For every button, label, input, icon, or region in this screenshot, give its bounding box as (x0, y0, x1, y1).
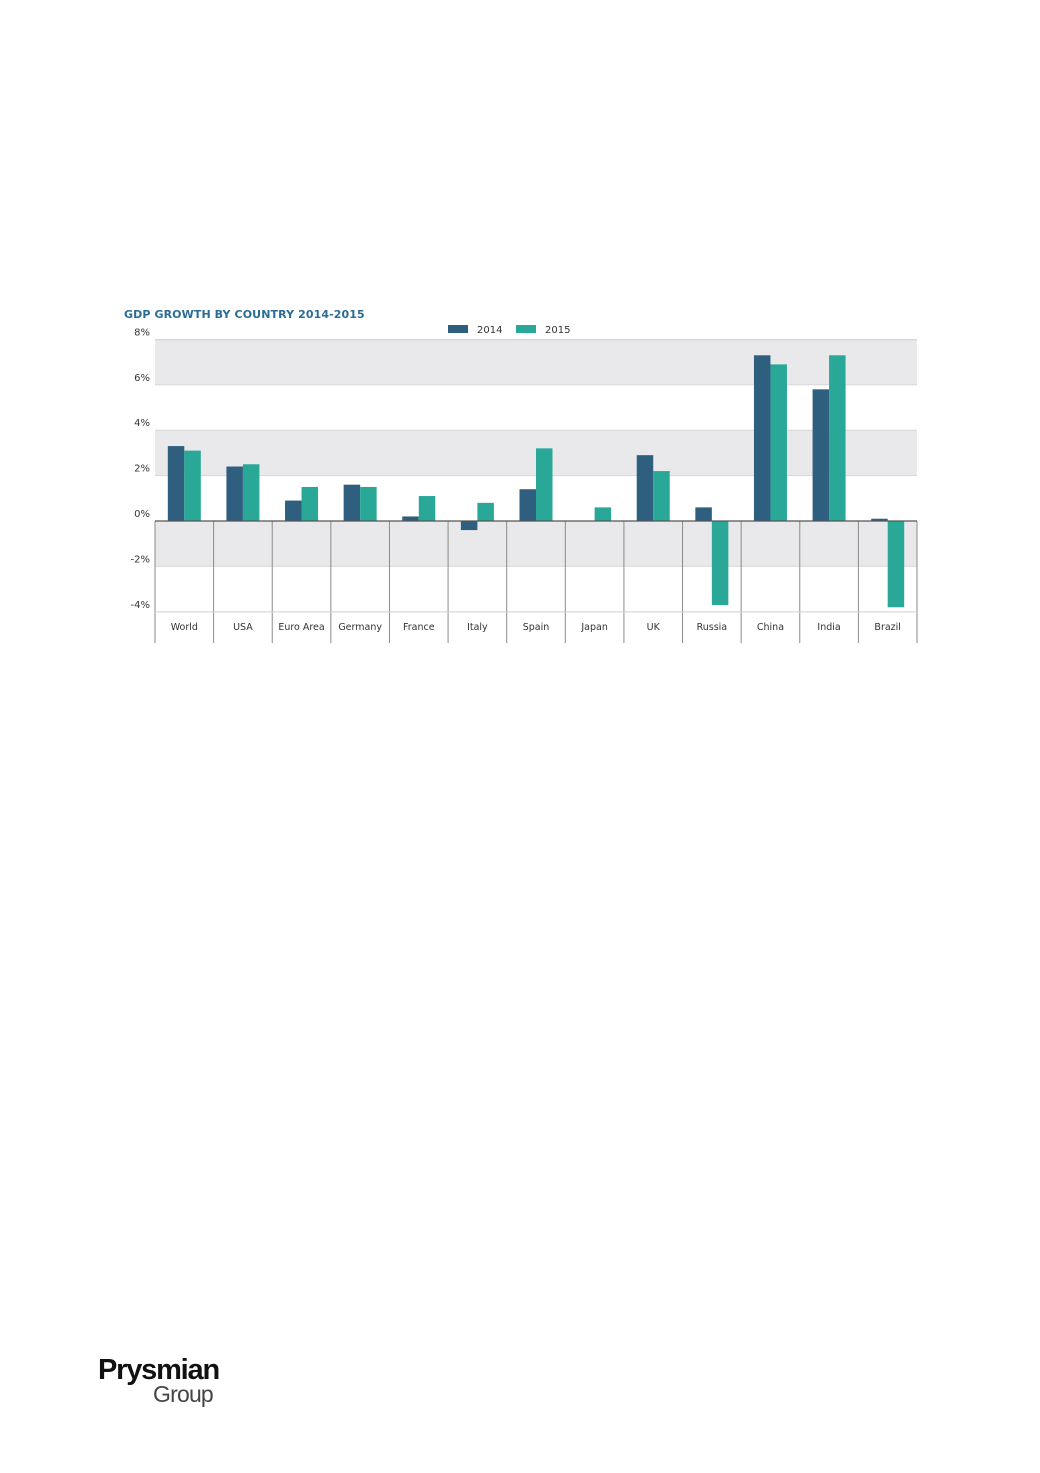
bar-2015-italy (477, 502, 494, 521)
category-label: Russia (697, 622, 728, 633)
y-tick-label: 0% (134, 509, 150, 520)
legend-swatch-2014 (448, 325, 468, 333)
bar-2014-china (753, 355, 771, 521)
bar-2015-germany (360, 486, 377, 521)
category-label: World (171, 622, 198, 633)
bar-2015-world (184, 450, 201, 521)
category-label: France (403, 622, 435, 633)
category-label: UK (647, 622, 661, 633)
category-label: Italy (467, 622, 488, 633)
bar-2015-spain (536, 448, 553, 521)
bar-2014-world (167, 446, 185, 521)
bar-2014-france (402, 516, 419, 521)
category-label: USA (233, 622, 253, 633)
bar-2015-russia (711, 521, 729, 605)
bar-2014-usa (226, 466, 243, 521)
category-label: Brazil (874, 622, 901, 633)
bar-2014-euro-area (285, 500, 302, 521)
bar-2014-brazil (871, 518, 888, 521)
bar-2015-euro-area (301, 486, 319, 521)
bar-2015-brazil (887, 521, 905, 608)
bar-2015-usa (242, 464, 260, 521)
category-label: China (757, 622, 784, 633)
y-tick-label: 8% (134, 327, 150, 338)
category-label: Japan (580, 622, 608, 633)
legend-swatch-2015 (516, 325, 536, 333)
prysmian-group-logo: Prysmian Group (98, 1356, 228, 1416)
category-label: Euro Area (278, 622, 324, 633)
bar-2015-india (829, 355, 846, 521)
legend: 2014 2015 (448, 325, 570, 336)
y-tick-label: -2% (131, 554, 150, 565)
bar-2014-uk (636, 455, 654, 521)
logo-sub-text: Group (153, 1381, 214, 1407)
legend-label: 2015 (545, 325, 570, 336)
category-label: India (817, 622, 840, 633)
bar-2014-spain (519, 489, 536, 521)
chart-title: GDP GROWTH BY COUNTRY 2014-2015 (124, 308, 365, 321)
bar-2015-france (418, 496, 436, 521)
bar-2014-russia (695, 507, 712, 521)
y-tick-label: -4% (131, 600, 150, 611)
bar-2014-italy (460, 521, 478, 531)
bar-2014-germany (343, 484, 361, 521)
plot-area: 8% 6% 4% 2% 0% -2% -4% World USA Euro Area Germany… (131, 327, 918, 643)
grid-band (155, 339, 917, 385)
category-label: Germany (338, 622, 382, 633)
category-label: Spain (523, 622, 550, 633)
grid-band (155, 521, 917, 567)
y-tick-label: 2% (134, 464, 150, 475)
legend-label: 2014 (477, 325, 502, 336)
bar-2015-japan (594, 507, 612, 521)
bar-2015-china (770, 364, 787, 521)
bar-2015-uk (653, 471, 670, 521)
bar-2014-india (812, 389, 830, 521)
y-tick-label: 4% (134, 418, 150, 429)
y-tick-label: 6% (134, 373, 150, 384)
logo-main-text: Prysmian (98, 1354, 220, 1386)
